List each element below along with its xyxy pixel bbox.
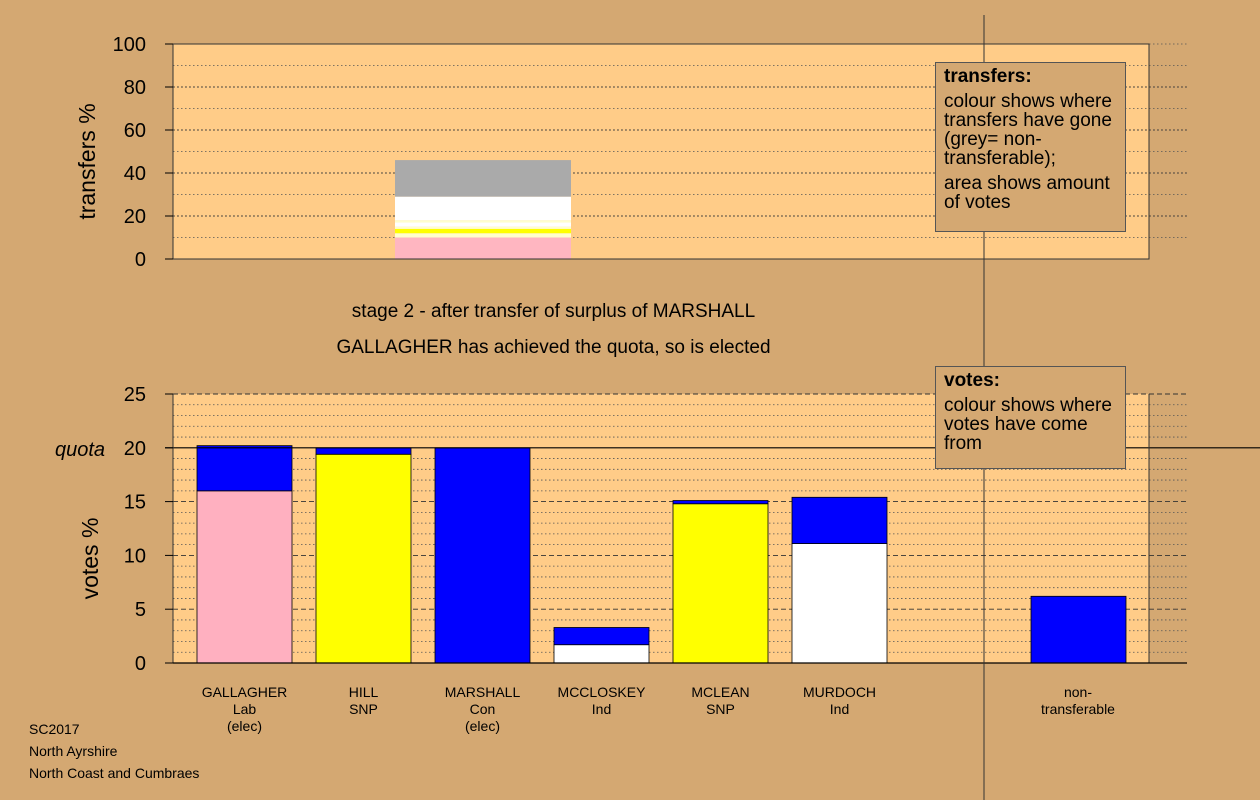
votes-legend-line1: colour shows where votes have come from (944, 395, 1112, 454)
transfers-ytick-label: 80 (124, 77, 146, 99)
category-label: MARSHALL (445, 684, 521, 700)
transfers-ytick-label: 100 (113, 34, 146, 56)
transfers-ytick-label: 0 (135, 249, 146, 271)
votes-bar-segment (672, 500, 769, 505)
votes-ylabel: votes % (77, 518, 103, 600)
transfers-legend-title: transfers: (944, 66, 1032, 87)
votes-ytick-label: 0 (135, 653, 146, 675)
votes-bar-segment (553, 627, 650, 646)
votes-bar-segment (791, 496, 888, 544)
footer-election: SC2017 (29, 721, 80, 737)
category-label: Lab (233, 701, 257, 717)
transfers-ytick-label: 60 (124, 120, 146, 142)
category-label: MCLEAN (691, 684, 749, 700)
votes-legend-title: votes: (944, 370, 1000, 391)
votes-bar-segment (791, 543, 888, 664)
transfers-legend-line2: area shows amount of votes (944, 173, 1110, 213)
category-label: HILL (349, 684, 379, 700)
transfers-ytick-label: 40 (124, 163, 146, 185)
transfers-bar-segment (395, 228, 571, 234)
category-label: Ind (830, 701, 849, 717)
category-label: (elec) (465, 718, 500, 734)
votes-bar-segment (434, 447, 531, 664)
votes-bar-segment (196, 445, 293, 492)
votes-bar-segment (672, 503, 769, 664)
transfers-ytick-label: 20 (124, 206, 146, 228)
transfers-bar-segment (395, 220, 571, 223)
votes-ytick-label: 15 (124, 492, 146, 514)
votes-ytick-label: 20 (124, 438, 146, 460)
votes-ytick-label: 25 (124, 384, 146, 406)
category-label: SNP (706, 701, 735, 717)
category-label: MURDOCH (803, 684, 876, 700)
transfers-bar-segment (395, 222, 571, 227)
transfers-plot-frame (172, 43, 1150, 260)
votes-ytick-label: 10 (124, 545, 146, 567)
transfers-legend-line1: colour shows where transfers have gone (… (944, 91, 1112, 169)
votes-bar-segment (553, 644, 650, 664)
votes-bar-segment (315, 447, 412, 455)
stage-caption: stage 2 - after transfer of surplus of M… (351, 301, 756, 322)
transfers-bar-segment (395, 196, 571, 221)
quota-label: quota (55, 439, 105, 461)
category-label: GALLAGHER (202, 684, 288, 700)
nontransferable-bar (1030, 595, 1127, 664)
transfers-bar-segment (395, 160, 571, 197)
votes-ytick-label: 5 (135, 599, 146, 621)
nontransferable-label: transferable (1041, 701, 1115, 717)
transfers-legend: transfers: colour shows where transfers … (935, 62, 1126, 232)
votes-bar-segment (196, 490, 293, 664)
category-label: (elec) (227, 718, 262, 734)
transfers-bar-segment (395, 237, 571, 259)
status-caption: GALLAGHER has achieved the quota, so is … (336, 337, 771, 358)
footer-ward: North Coast and Cumbraes (29, 765, 200, 781)
votes-bar-segment (315, 453, 412, 664)
category-label: SNP (349, 701, 378, 717)
footer-council: North Ayrshire (29, 743, 118, 759)
votes-legend: votes: colour shows where votes have com… (935, 366, 1126, 469)
transfers-bar-segment (395, 233, 571, 238)
category-label: Con (470, 701, 496, 717)
nontransferable-label: non- (1064, 684, 1092, 700)
transfers-ylabel: transfers % (74, 103, 100, 219)
category-label: Ind (592, 701, 611, 717)
transfers-bar-segment (395, 226, 571, 229)
category-label: MCCLOSKEY (558, 684, 647, 700)
